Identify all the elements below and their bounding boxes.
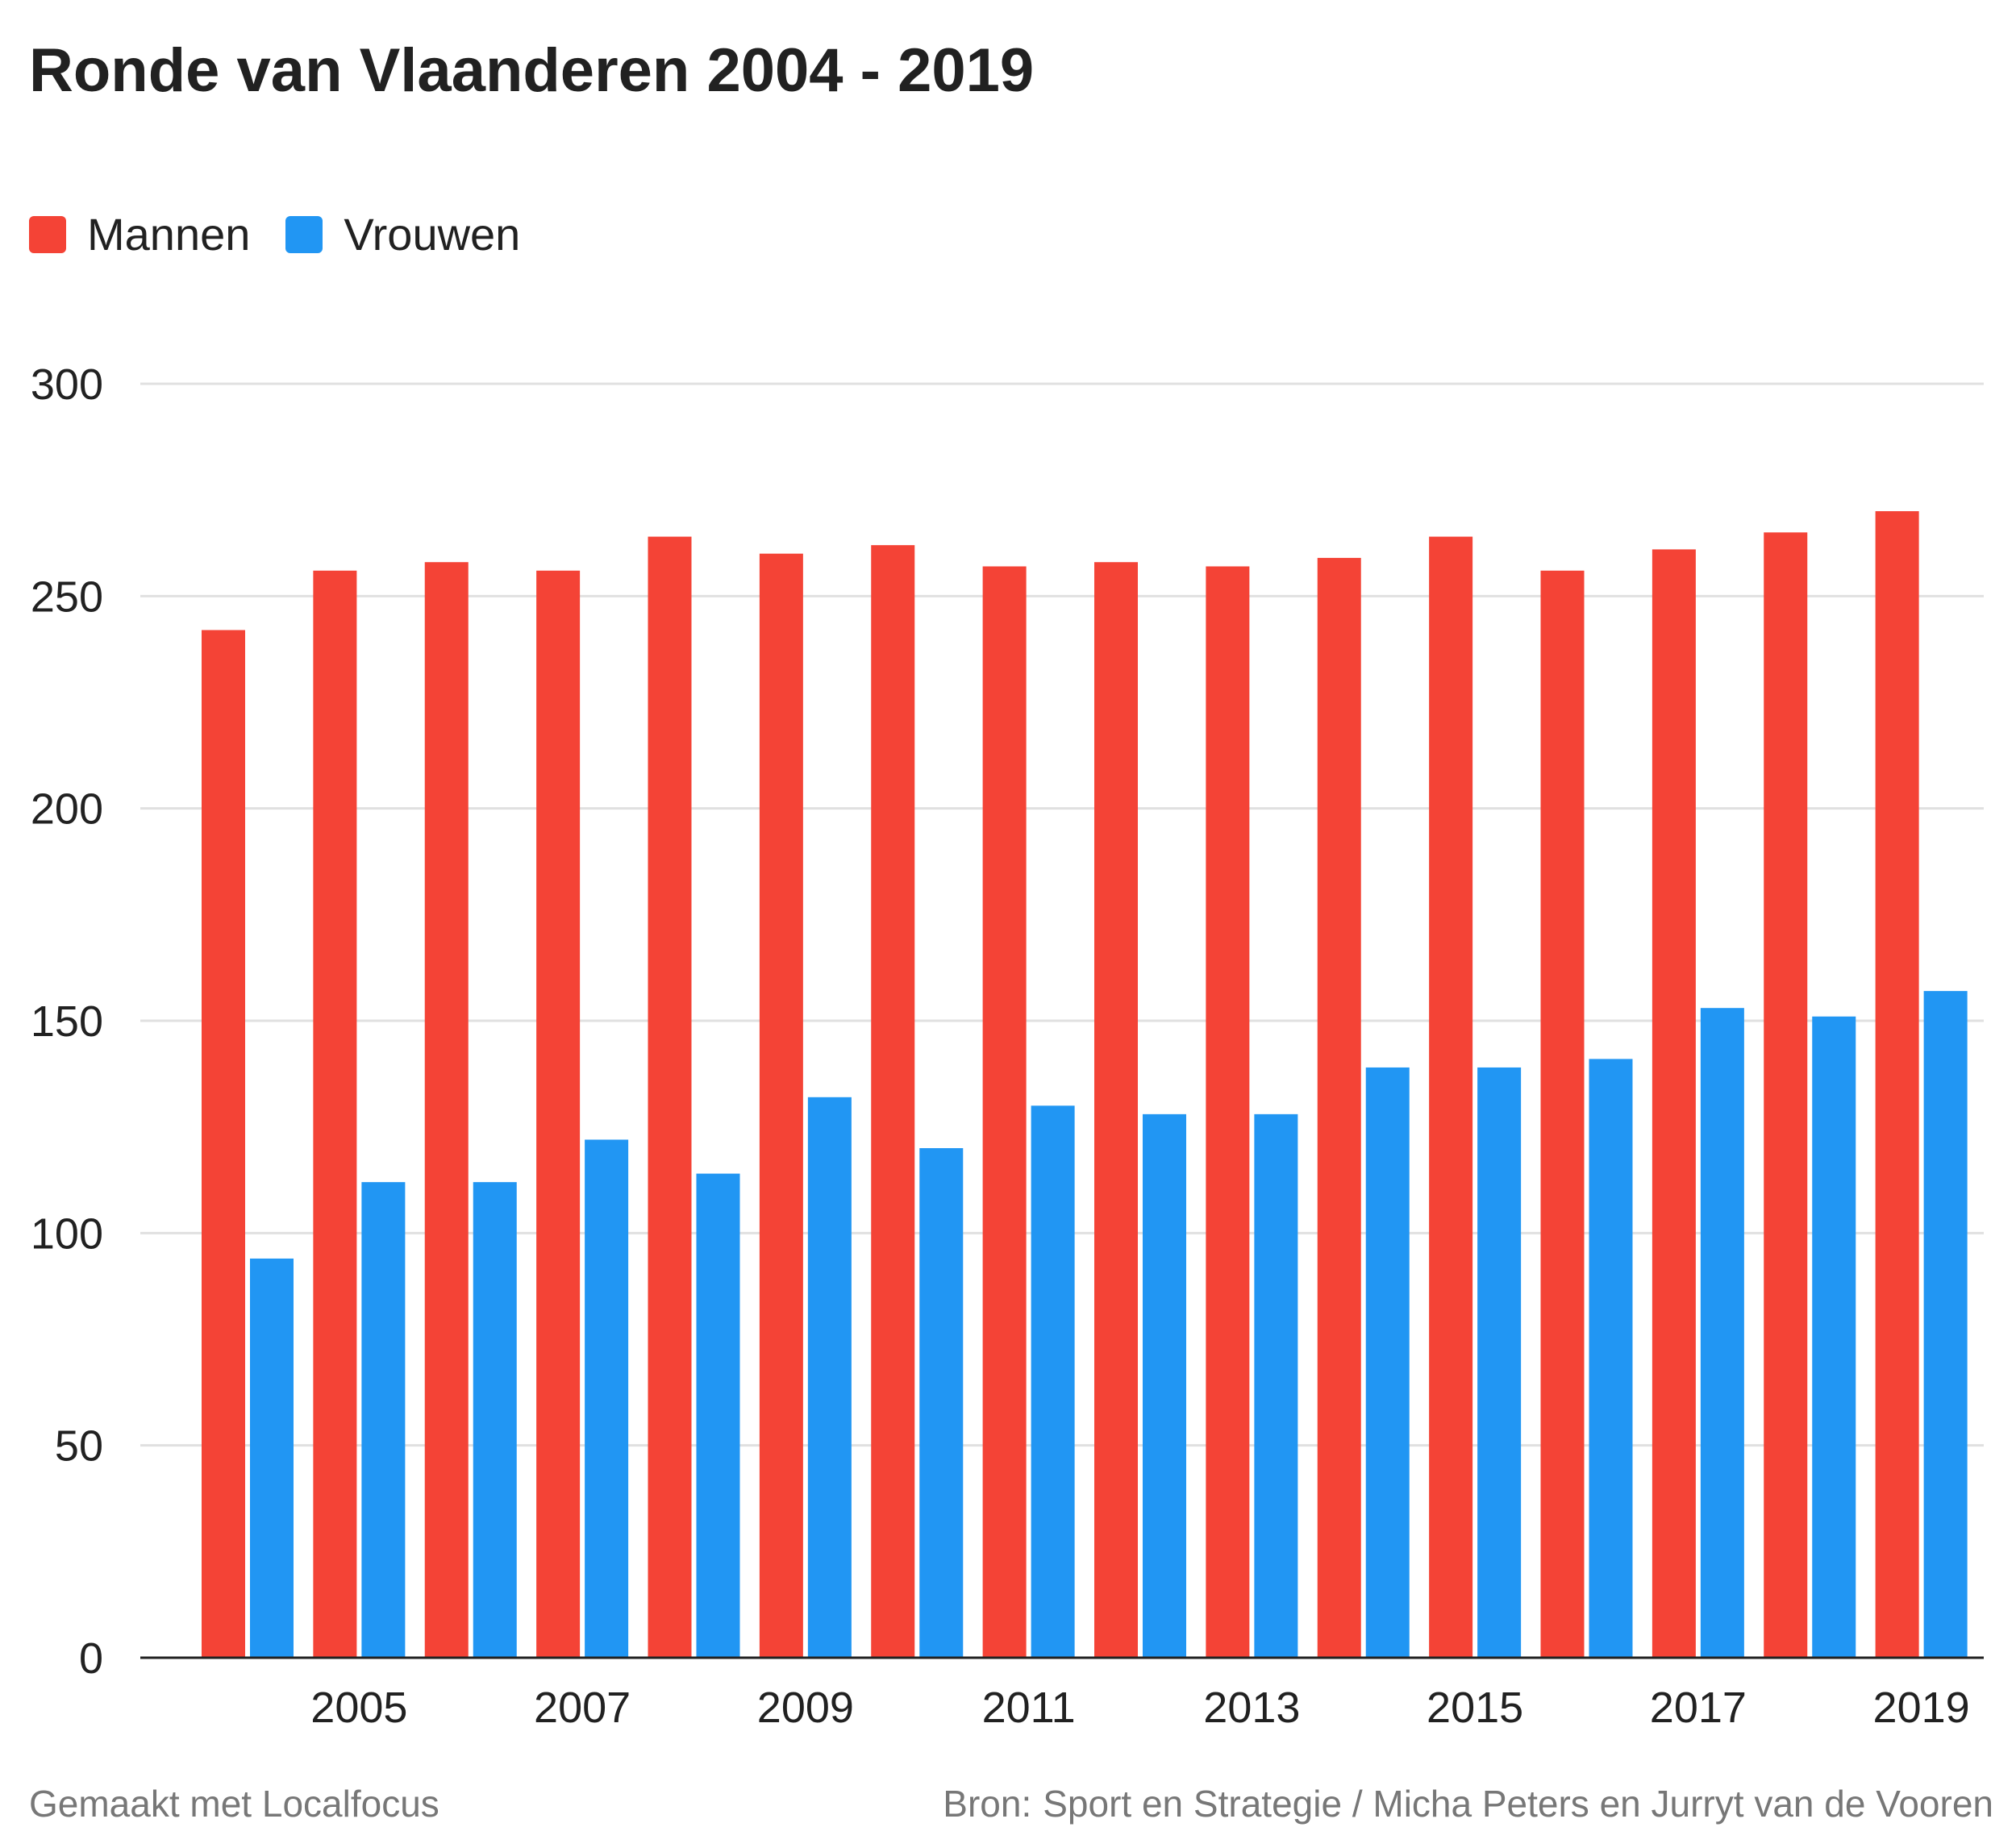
bar-vrouwen-2017 xyxy=(1700,1008,1744,1658)
bar-mannen-2011 xyxy=(982,566,1027,1658)
y-tick-label: 100 xyxy=(31,1209,103,1258)
x-tick-label: 2009 xyxy=(757,1684,854,1732)
bar-mannen-2005 xyxy=(313,570,357,1658)
y-tick-label: 250 xyxy=(31,572,103,621)
bar-vrouwen-2012 xyxy=(1143,1113,1186,1658)
legend-label-mannen: Mannen xyxy=(87,209,251,260)
bar-vrouwen-2018 xyxy=(1812,1016,1856,1658)
bar-mannen-2009 xyxy=(759,553,803,1658)
y-tick-label: 300 xyxy=(31,360,103,409)
legend-swatch-mannen xyxy=(29,215,66,253)
x-tick-label: 2017 xyxy=(1650,1684,1747,1732)
bar-mannen-2017 xyxy=(1652,549,1696,1658)
bar-vrouwen-2016 xyxy=(1589,1059,1633,1658)
x-tick-label: 2007 xyxy=(534,1684,631,1732)
source-credit: Bron: Sport en Strategie / Micha Peters e… xyxy=(943,1782,1993,1825)
made-with-credit: Gemaakt met Localfocus xyxy=(29,1783,439,1825)
x-tick-label: 2019 xyxy=(1873,1684,1970,1732)
bar-mannen-2019 xyxy=(1875,511,1919,1658)
legend-swatch-vrouwen xyxy=(285,215,323,253)
source-text: Sport en Strategie / Micha Peters en Jur… xyxy=(1043,1783,1993,1825)
y-tick-label: 0 xyxy=(79,1634,103,1683)
bar-mannen-2008 xyxy=(648,536,692,1658)
legend: Mannen Vrouwen xyxy=(29,208,556,260)
bar-vrouwen-2006 xyxy=(473,1182,517,1658)
bar-mannen-2004 xyxy=(202,630,245,1658)
bar-vrouwen-2013 xyxy=(1254,1113,1298,1658)
bar-mannen-2007 xyxy=(536,570,581,1658)
bar-vrouwen-2005 xyxy=(361,1182,406,1658)
legend-label-vrouwen: Vrouwen xyxy=(344,209,521,260)
x-tick-label: 2005 xyxy=(310,1684,407,1732)
y-tick-label: 50 xyxy=(55,1422,103,1471)
x-tick-label: 2015 xyxy=(1427,1684,1523,1732)
bar-vrouwen-2004 xyxy=(250,1258,294,1658)
bar-mannen-2013 xyxy=(1206,566,1250,1658)
source-label: Bron: xyxy=(943,1783,1032,1825)
bar-vrouwen-2010 xyxy=(919,1148,964,1658)
y-tick-label: 200 xyxy=(31,785,103,834)
y-tick-label: 150 xyxy=(31,997,103,1046)
x-tick-label: 2013 xyxy=(1203,1684,1300,1732)
legend-item-vrouwen[interactable]: Vrouwen xyxy=(285,208,520,260)
bar-mannen-2010 xyxy=(871,545,915,1659)
legend-item-mannen[interactable]: Mannen xyxy=(29,208,250,260)
bar-mannen-2012 xyxy=(1094,562,1138,1659)
bar-vrouwen-2011 xyxy=(1031,1105,1075,1658)
bar-mannen-2006 xyxy=(424,562,469,1659)
bar-mannen-2015 xyxy=(1429,536,1473,1658)
bar-mannen-2016 xyxy=(1540,570,1585,1658)
x-tick-label: 2011 xyxy=(982,1684,1076,1732)
bar-vrouwen-2007 xyxy=(585,1139,629,1658)
bar-vrouwen-2015 xyxy=(1477,1067,1522,1658)
bar-vrouwen-2019 xyxy=(1923,991,1968,1658)
bar-vrouwen-2014 xyxy=(1365,1067,1410,1658)
chart-title: Ronde van Vlaanderen 2004 - 2019 xyxy=(29,36,1035,105)
bar-vrouwen-2008 xyxy=(696,1173,740,1658)
bar-mannen-2018 xyxy=(1764,532,1808,1659)
bar-mannen-2014 xyxy=(1317,557,1361,1658)
bar-vrouwen-2009 xyxy=(807,1097,852,1658)
